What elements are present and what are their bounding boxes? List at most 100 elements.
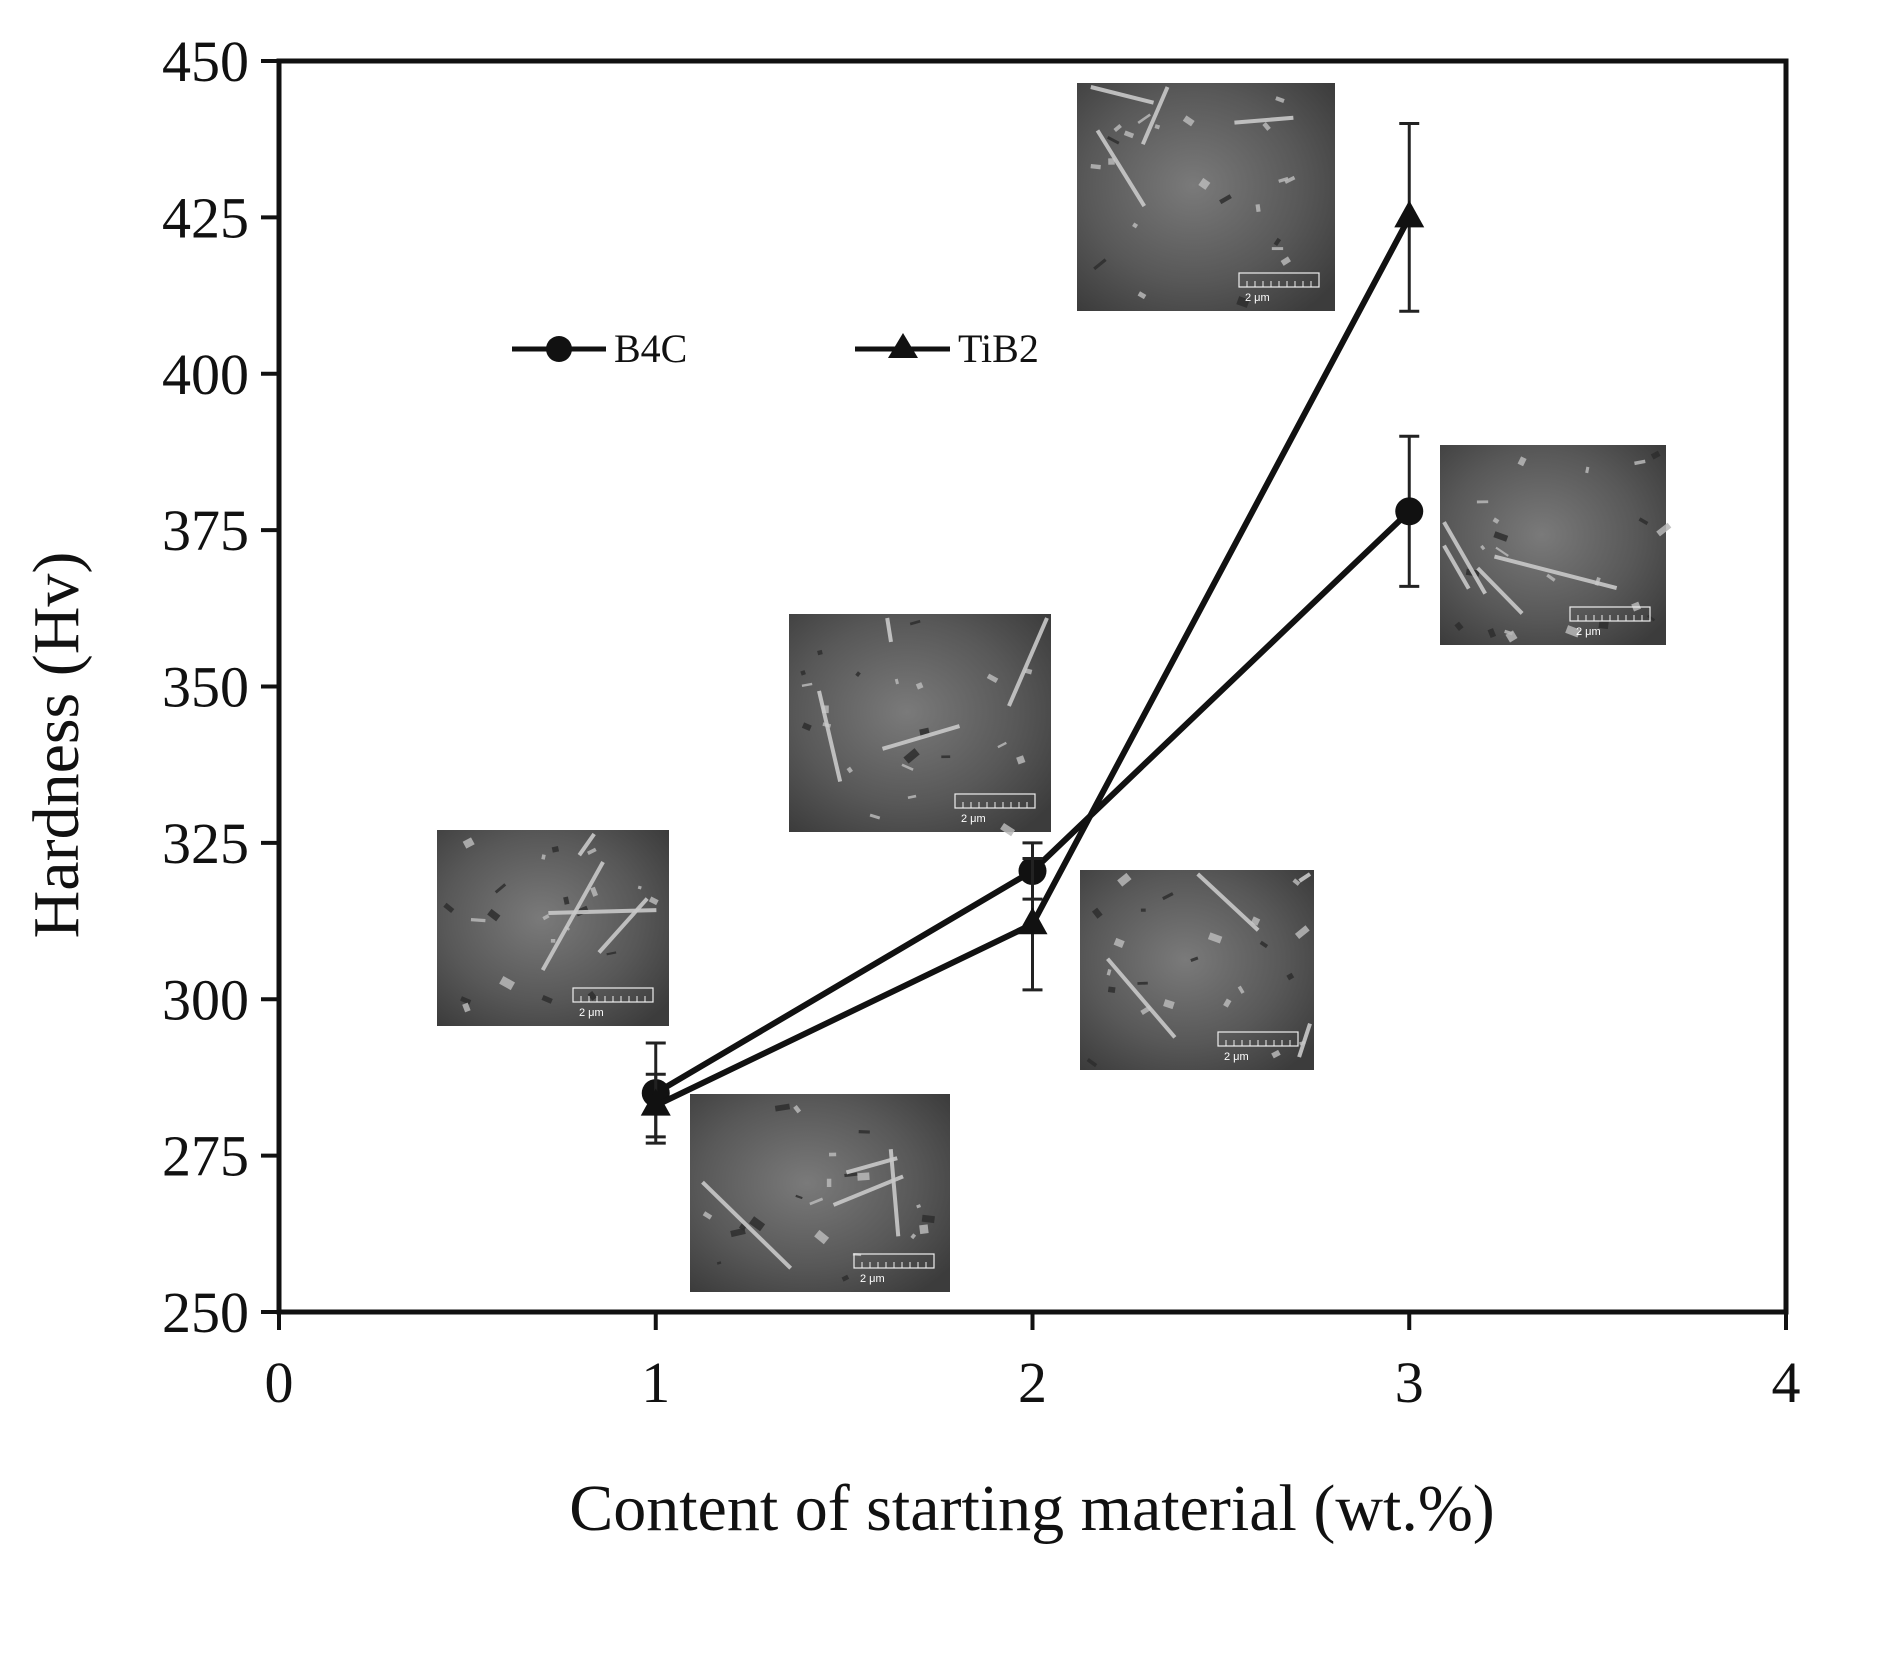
sem-particle xyxy=(828,1152,837,1157)
sem-particle xyxy=(814,1229,830,1245)
x-axis-ticks: 0 1 2 3 4 xyxy=(265,1312,1801,1415)
sem-particle xyxy=(1182,115,1195,127)
point-tib2-1 xyxy=(640,1088,671,1116)
sem-particle xyxy=(1236,296,1250,308)
y-tick-label-350: 350 xyxy=(162,655,249,720)
y-axis-title: Hardness (Hv) xyxy=(20,552,93,939)
sem-particle xyxy=(637,885,642,890)
sem-particle xyxy=(793,1105,802,1114)
sem-particle xyxy=(857,1172,870,1181)
sem-particle xyxy=(1123,130,1135,139)
x-tick-label-0: 0 xyxy=(265,1350,294,1415)
x-tick-label-4: 4 xyxy=(1772,1350,1801,1415)
sem-particle xyxy=(1262,122,1271,131)
sem-b4c-3wt-background xyxy=(1440,445,1666,645)
sem-particle xyxy=(801,722,812,732)
sem-particle xyxy=(826,1178,832,1188)
sem-particle xyxy=(551,846,560,853)
sem-particle xyxy=(590,886,599,897)
sem-whisker xyxy=(1095,129,1146,208)
sem-particle xyxy=(1113,124,1122,132)
sem-particle xyxy=(730,1227,746,1238)
sem-particle xyxy=(1656,522,1672,537)
sem-particle xyxy=(869,813,881,820)
sem-whisker xyxy=(1298,872,1312,883)
sem-b4c-1wt: 2 μm xyxy=(437,830,669,1026)
sem-particle xyxy=(702,1211,713,1220)
sem-particle xyxy=(1090,163,1101,170)
y-axis-ticks: 250 275 300 325 350 375 400 425 450 xyxy=(162,29,279,1345)
legend-item-b4c: B4C xyxy=(512,326,687,371)
sem-particle xyxy=(1517,456,1527,467)
sem-particle xyxy=(1286,972,1295,981)
sem-particle xyxy=(1016,755,1026,765)
sem-particle xyxy=(648,896,659,906)
sem-particle xyxy=(1154,124,1161,130)
sem-particle xyxy=(1137,291,1147,300)
y-tick-label-300: 300 xyxy=(162,967,249,1032)
sem-particle xyxy=(1198,177,1211,190)
point-b4c-3 xyxy=(1395,497,1424,526)
sem-particle xyxy=(1646,614,1656,622)
sem-tib2-2wt-scale-label: 2 μm xyxy=(1224,1051,1249,1063)
sem-particle xyxy=(1294,925,1310,940)
sem-particle xyxy=(1107,986,1116,993)
sem-particle xyxy=(1480,544,1486,551)
legend-tib2-label: TiB2 xyxy=(958,326,1039,371)
sem-particle xyxy=(800,670,806,676)
sem-tib2-1wt-scale-label: 2 μm xyxy=(860,1273,885,1285)
sem-particle xyxy=(841,1274,850,1282)
sem-b4c-2wt: 2 μm xyxy=(789,614,1051,837)
legend-b4c-marker xyxy=(546,336,572,362)
sem-particle xyxy=(462,1002,471,1013)
sem-whisker xyxy=(1234,115,1294,125)
sem-particle xyxy=(1163,999,1175,1010)
sem-particle xyxy=(817,649,823,656)
sem-particle xyxy=(494,883,507,894)
sem-particle xyxy=(1284,175,1296,184)
sem-particle xyxy=(795,1194,803,1200)
sem-particle xyxy=(997,741,1007,749)
sem-tib2-3wt-scale-label: 2 μm xyxy=(1245,292,1270,304)
sem-whisker xyxy=(1297,1023,1312,1058)
sem-particle xyxy=(470,917,486,923)
y-tick-label-325: 325 xyxy=(162,811,249,876)
sem-particle xyxy=(1493,531,1509,542)
sem-particle xyxy=(909,619,921,626)
sem-particle xyxy=(499,975,516,991)
sem-whisker xyxy=(540,861,605,972)
sem-particle xyxy=(1495,546,1509,557)
sem-particle xyxy=(901,763,914,771)
sem-particle xyxy=(801,682,813,687)
sem-particle xyxy=(915,682,924,690)
legend-tib2-marker xyxy=(888,333,918,358)
sem-whisker xyxy=(845,1156,898,1175)
sem-b4c-2wt-scale-label: 2 μm xyxy=(961,813,986,825)
sem-particle xyxy=(542,914,550,921)
legend: B4C TiB2 xyxy=(512,326,1039,371)
sem-whisker xyxy=(1442,521,1487,595)
y-tick-label-425: 425 xyxy=(162,185,249,250)
sem-particle xyxy=(1546,573,1556,582)
sem-particle xyxy=(1585,466,1590,474)
sem-whisker xyxy=(1090,85,1155,105)
sem-whisker xyxy=(888,1148,901,1237)
sem-particle xyxy=(462,837,475,849)
sem-particle xyxy=(1292,878,1301,886)
sem-particle xyxy=(443,902,455,914)
legend-item-tib2: TiB2 xyxy=(855,326,1039,371)
sem-b4c-2wt-background xyxy=(789,614,1051,832)
sem-whisker xyxy=(701,1180,793,1270)
sem-particle xyxy=(1487,628,1497,639)
sem-particle xyxy=(1259,940,1269,949)
sem-particle xyxy=(749,1216,766,1232)
sem-particle xyxy=(1271,1049,1281,1059)
sem-particle xyxy=(919,1224,929,1235)
y-tick-label-250: 250 xyxy=(162,1280,249,1345)
sem-particle xyxy=(1117,872,1132,887)
sem-particle xyxy=(716,1261,722,1265)
sem-whisker xyxy=(1476,566,1524,615)
sem-whisker xyxy=(1493,554,1618,591)
legend-b4c-label: B4C xyxy=(614,326,687,371)
